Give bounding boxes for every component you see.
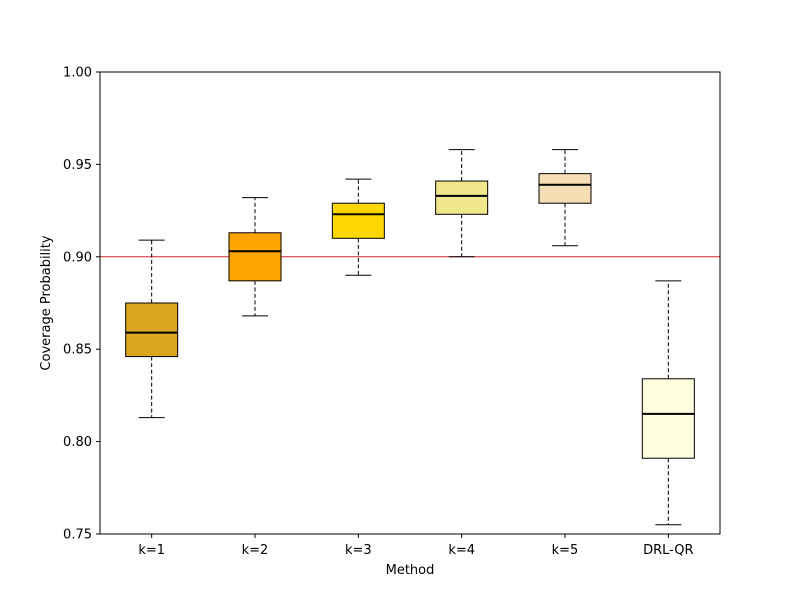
- y-tick-label: 0.85: [63, 343, 92, 358]
- y-tick-label: 0.75: [63, 528, 92, 543]
- box-DRL-QR: [641, 280, 695, 526]
- x-tick-label: DRL-QR: [643, 543, 694, 558]
- x-tick-label: k=3: [345, 543, 372, 558]
- box-iqr: [641, 378, 695, 459]
- x-tick-label: k=2: [242, 543, 269, 558]
- box-iqr: [125, 302, 179, 358]
- y-tick-label: 0.80: [63, 435, 92, 450]
- y-tick-label: 1.00: [63, 66, 92, 81]
- box-k=4: [435, 149, 489, 258]
- x-tick-label: k=1: [138, 543, 165, 558]
- y-tick-label: 0.95: [63, 158, 92, 173]
- box-iqr: [538, 173, 592, 204]
- box-k=1: [125, 239, 179, 419]
- box-k=5: [538, 149, 592, 247]
- y-tick-label: 0.90: [63, 250, 92, 265]
- x-tick-label: k=4: [448, 543, 475, 558]
- box-k=3: [331, 178, 385, 276]
- box-iqr: [435, 180, 489, 215]
- plot-frame: [99, 71, 721, 535]
- box-iqr: [228, 232, 282, 282]
- box-iqr: [331, 202, 385, 239]
- x-tick-label: k=5: [552, 543, 579, 558]
- box-k=2: [228, 197, 282, 317]
- y-axis-label: Coverage Probability: [39, 235, 54, 370]
- x-axis-label: Method: [386, 563, 435, 578]
